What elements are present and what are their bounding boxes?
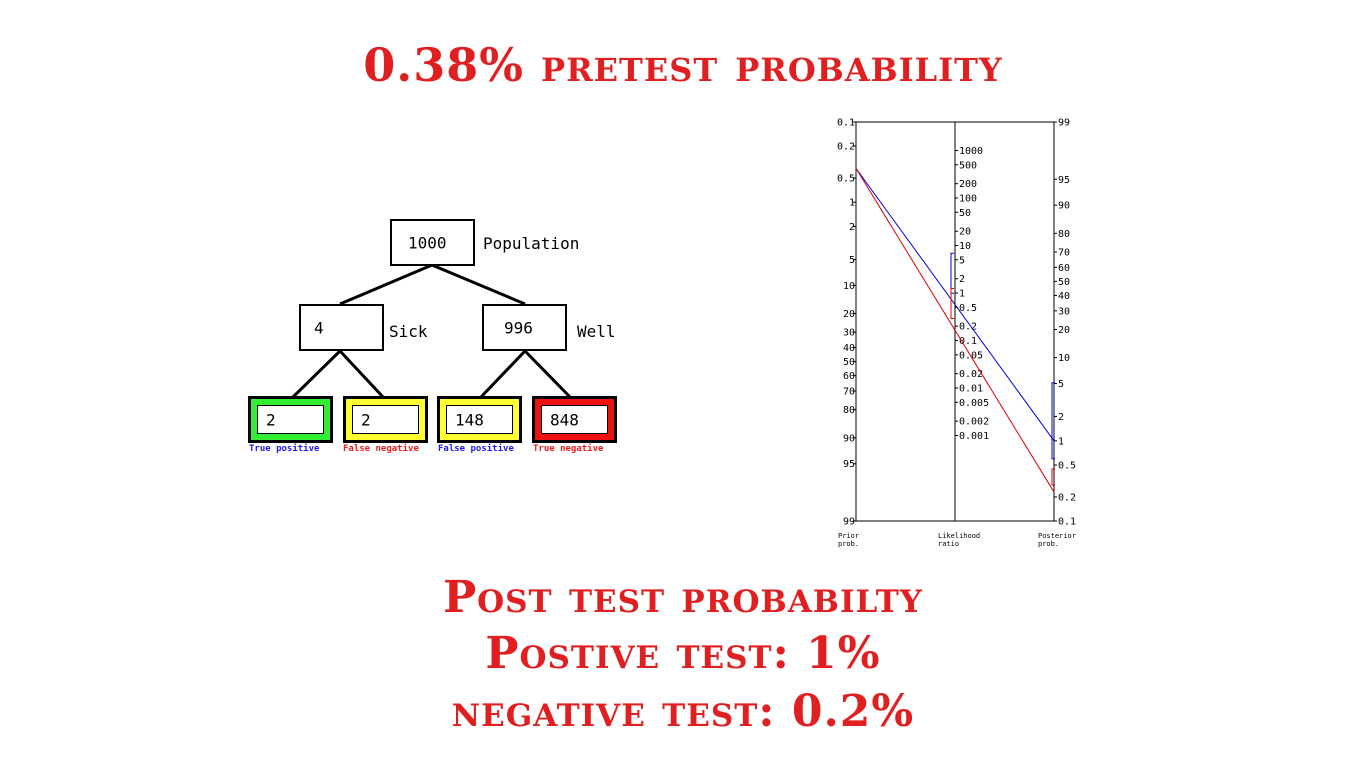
population-label: Population — [483, 234, 580, 253]
false-negative-box: 2 — [343, 396, 428, 443]
lr-axis-title-1: Likelihood — [938, 532, 980, 540]
prior-tick-label: 60 — [843, 371, 855, 382]
well-value: 996 — [504, 318, 533, 337]
population-node: 1000 — [390, 219, 475, 266]
lr-tick-label: 1000 — [959, 146, 983, 157]
positive-lr-interval — [950, 252, 954, 294]
true-negative-caption: True negative — [533, 444, 604, 454]
positive-test-line — [855, 168, 1055, 442]
lr-tick-label: 0.001 — [959, 431, 989, 442]
lr-tick-label: 200 — [959, 179, 977, 190]
lr-tick-label: 50 — [959, 208, 971, 219]
lr-axis-title-2: ratio — [938, 540, 959, 548]
negative-test-result: negative test: 0.2% — [451, 686, 915, 737]
connector-root-well — [431, 263, 526, 306]
lr-tick-label: 0.01 — [959, 384, 983, 395]
lr-tick-label: 0.005 — [959, 398, 989, 409]
positive-test-result: Postive test: 1% — [485, 628, 881, 679]
posterior-tick-label: 0.5 — [1058, 461, 1076, 472]
well-label: Well — [577, 322, 616, 341]
negative-test-line — [855, 168, 1055, 493]
posterior-tick-label: 70 — [1058, 248, 1070, 259]
prior-tick-label: 5 — [849, 255, 855, 266]
posterior-tick-label: 10 — [1058, 353, 1070, 364]
prior-tick-label: 20 — [843, 309, 855, 320]
posterior-tick-label: 95 — [1058, 175, 1070, 186]
posterior-tick-label: 40 — [1058, 291, 1070, 302]
posterior-tick-label: 0.1 — [1058, 517, 1076, 528]
posterior-tick-label: 1 — [1058, 436, 1064, 447]
prior-tick-label: 1 — [849, 198, 855, 209]
true-positive-box: 2 — [248, 396, 333, 443]
posterior-axis-title-2: prob. — [1038, 540, 1059, 548]
posterior-tick-label: 99 — [1058, 118, 1070, 129]
sick-value: 4 — [314, 318, 324, 337]
prior-tick-label: 80 — [843, 405, 855, 416]
posterior-tick-label: 90 — [1058, 201, 1070, 212]
true-negative-box: 848 — [532, 396, 617, 443]
true-negative-value: 848 — [550, 410, 579, 429]
fagan-nomogram: 0.1 0.2 0.5 1 2 5 10 20 30 40 50 60 70 80 90 95 99 99 95 90… — [837, 118, 1076, 549]
lr-tick-label: 0.02 — [959, 369, 983, 380]
well-node: 996 — [482, 304, 567, 351]
lr-tick-label: 0.002 — [959, 417, 989, 428]
post-test-heading: Post test probabilty — [443, 572, 923, 623]
posterior-tick-label: 0.2 — [1058, 492, 1076, 503]
posterior-axis-title-1: Posterior — [1038, 532, 1076, 540]
false-positive-caption: False positive — [438, 444, 514, 454]
connector-well-fp — [479, 349, 527, 399]
true-positive-value: 2 — [266, 410, 276, 429]
connector-sick-tp — [291, 349, 342, 399]
lr-tick-label: 0.1 — [959, 336, 977, 347]
lr-tick-label: 2 — [959, 274, 965, 285]
prior-tick-label: 50 — [843, 357, 855, 368]
false-positive-value: 148 — [455, 410, 484, 429]
posterior-tick-label: 30 — [1058, 306, 1070, 317]
prior-tick-label: 95 — [843, 459, 855, 470]
prior-tick-label: 10 — [843, 281, 855, 292]
prior-axis-title-2: prob. — [838, 540, 859, 548]
prior-axis-title-1: Prior — [838, 532, 859, 540]
posterior-tick-label: 50 — [1058, 277, 1070, 288]
lr-tick-label: 10 — [959, 241, 971, 252]
prior-tick-label: 90 — [843, 433, 855, 444]
lr-tick-label: 0.2 — [959, 322, 977, 333]
population-value: 1000 — [408, 233, 447, 252]
lr-tick-label: 500 — [959, 160, 977, 171]
prior-tick-label: 40 — [843, 343, 855, 354]
prior-tick-label: 2 — [849, 222, 855, 233]
posterior-tick-label: 2 — [1058, 412, 1064, 423]
lr-tick-label: 20 — [959, 227, 971, 238]
prior-tick-label: 0.2 — [837, 142, 855, 153]
negative-lr-interval — [950, 288, 954, 320]
false-negative-value: 2 — [361, 410, 371, 429]
positive-posterior-interval — [1051, 382, 1055, 460]
negative-posterior-interval — [1051, 468, 1055, 486]
page-title: 0.38% pretest probability — [363, 38, 1003, 92]
posterior-tick-label: 60 — [1058, 263, 1070, 274]
false-negative-caption: False negative — [343, 444, 419, 454]
posterior-tick-label: 5 — [1058, 379, 1064, 390]
prior-tick-label: 99 — [843, 517, 855, 528]
prior-tick-label: 30 — [843, 328, 855, 339]
lr-tick-label: 0.5 — [959, 303, 977, 314]
prior-tick-label: 0.1 — [837, 118, 855, 129]
lr-tick-label: 5 — [959, 255, 965, 266]
connector-root-sick — [339, 263, 433, 306]
posterior-tick-label: 80 — [1058, 229, 1070, 240]
sick-label: Sick — [389, 322, 428, 341]
posterior-tick-label: 20 — [1058, 325, 1070, 336]
true-positive-caption: True positive — [249, 444, 320, 454]
prior-tick-label: 70 — [843, 386, 855, 397]
connector-sick-fn — [338, 349, 385, 399]
lr-tick-label: 1 — [959, 289, 965, 300]
sick-node: 4 — [299, 304, 384, 351]
lr-tick-label: 100 — [959, 194, 977, 205]
false-positive-box: 148 — [437, 396, 522, 443]
connector-well-tn — [523, 349, 572, 399]
prior-tick-label: 0.5 — [837, 173, 855, 184]
